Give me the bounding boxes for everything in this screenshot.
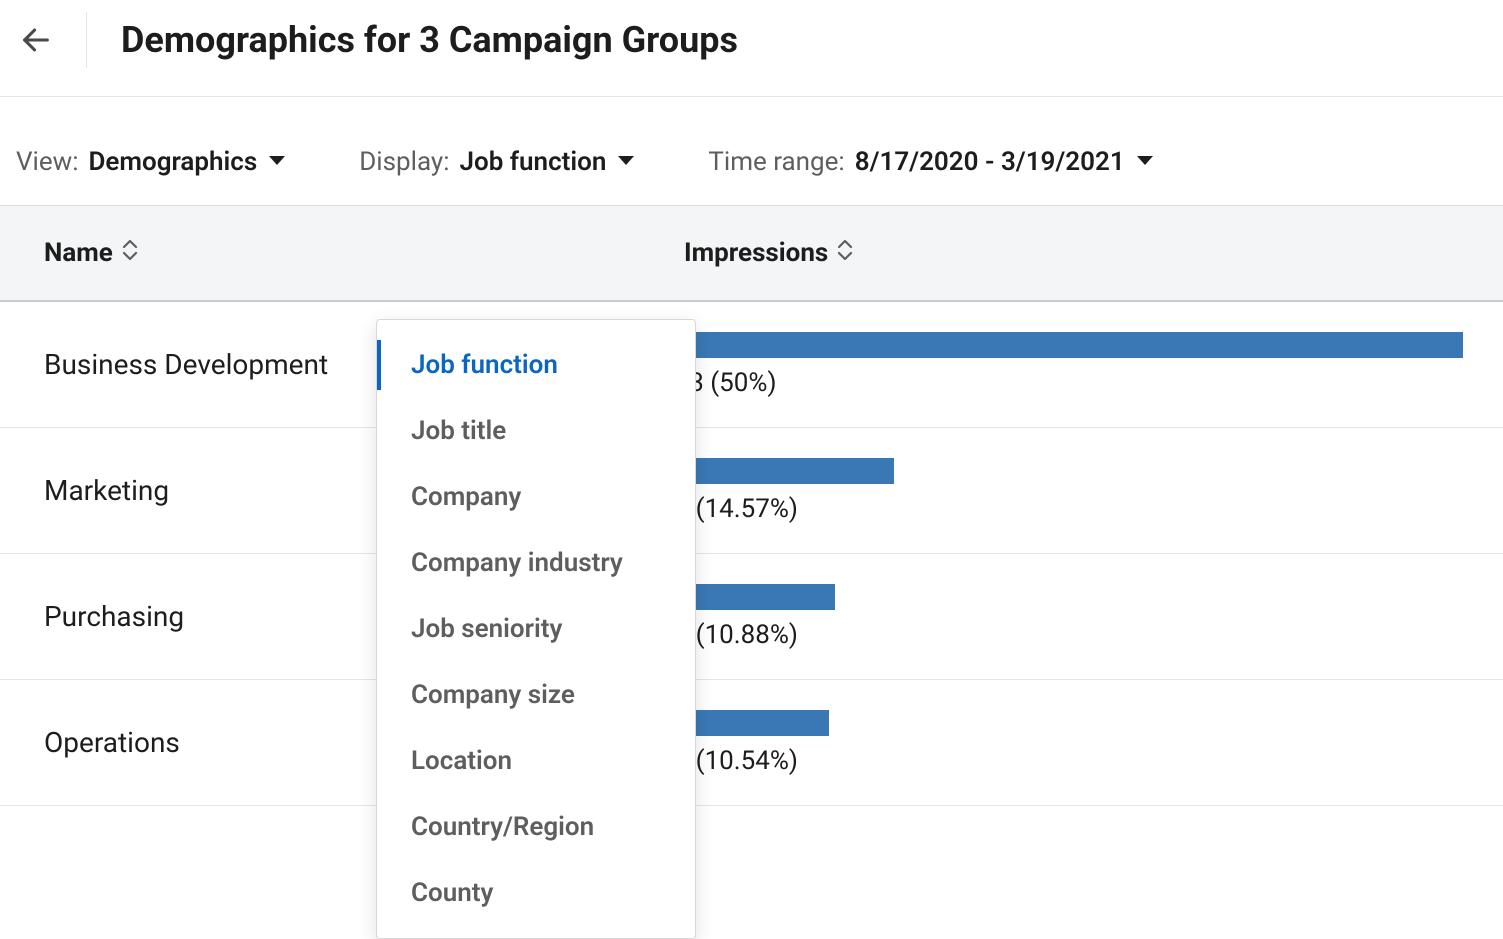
impressions-value: 40 (10.54%) xyxy=(660,746,1463,776)
view-selector[interactable]: View: Demographics xyxy=(16,147,287,177)
table-row: Operations40 (10.54%) xyxy=(0,680,1503,806)
demographics-table: Name Impressions Business Development443… xyxy=(0,205,1503,806)
table-body: Business Development443 (50%)Marketing32… xyxy=(0,302,1503,806)
page-title: Demographics for 3 Campaign Groups xyxy=(121,19,738,61)
impressions-bar-track xyxy=(660,458,1463,484)
view-label: View: xyxy=(16,147,79,177)
sort-icon xyxy=(836,238,854,268)
filter-bar: View: Demographics Display: Job function… xyxy=(0,97,1503,205)
dropdown-item[interactable]: County xyxy=(377,860,695,926)
column-header-name-label: Name xyxy=(44,238,113,268)
cell-impressions: 443 (50%) xyxy=(660,332,1503,398)
time-range-value: 8/17/2020 - 3/19/2021 xyxy=(855,147,1125,177)
content: View: Demographics Display: Job function… xyxy=(0,97,1503,806)
table-row: Business Development443 (50%) xyxy=(0,302,1503,428)
display-selector[interactable]: Display: Job function xyxy=(359,147,636,177)
time-range-selector[interactable]: Time range: 8/17/2020 - 3/19/2021 xyxy=(708,147,1154,177)
table-header: Name Impressions xyxy=(0,206,1503,302)
impressions-value: 32 (14.57%) xyxy=(660,494,1463,524)
time-range-label: Time range: xyxy=(708,147,844,177)
impressions-value: 02 (10.88%) xyxy=(660,620,1463,650)
column-header-impressions-label: Impressions xyxy=(684,238,828,268)
cell-impressions: 32 (14.57%) xyxy=(660,458,1503,524)
column-header-name[interactable]: Name xyxy=(0,238,660,268)
cell-impressions: 40 (10.54%) xyxy=(660,710,1503,776)
caret-down-icon xyxy=(267,147,287,177)
back-button[interactable] xyxy=(16,20,56,60)
display-label: Display: xyxy=(359,147,449,177)
cell-impressions: 02 (10.88%) xyxy=(660,584,1503,650)
impressions-bar-track xyxy=(660,332,1463,358)
header-divider xyxy=(86,12,87,68)
dropdown-item[interactable]: Company industry xyxy=(377,530,695,596)
table-row: Marketing32 (14.57%) xyxy=(0,428,1503,554)
dropdown-item[interactable]: Job function xyxy=(377,332,695,398)
dropdown-item[interactable]: Company size xyxy=(377,662,695,728)
dropdown-item[interactable]: Job title xyxy=(377,398,695,464)
caret-down-icon xyxy=(616,147,636,177)
dropdown-item[interactable]: Job seniority xyxy=(377,596,695,662)
column-header-impressions[interactable]: Impressions xyxy=(660,238,1503,268)
dropdown-item[interactable]: Country/Region xyxy=(377,794,695,860)
impressions-value: 443 (50%) xyxy=(660,368,1463,398)
sort-icon xyxy=(121,238,139,268)
impressions-bar-track xyxy=(660,584,1463,610)
arrow-left-icon xyxy=(19,23,53,57)
impressions-bar xyxy=(660,332,1463,358)
view-value: Demographics xyxy=(89,147,258,177)
caret-down-icon xyxy=(1135,147,1155,177)
dropdown-item[interactable]: Company xyxy=(377,464,695,530)
dropdown-item[interactable]: Location xyxy=(377,728,695,794)
header: Demographics for 3 Campaign Groups xyxy=(0,0,1503,97)
impressions-bar-track xyxy=(660,710,1463,736)
table-row: Purchasing02 (10.88%) xyxy=(0,554,1503,680)
display-dropdown[interactable]: Job functionJob titleCompanyCompany indu… xyxy=(376,319,696,939)
display-value: Job function xyxy=(460,147,607,177)
